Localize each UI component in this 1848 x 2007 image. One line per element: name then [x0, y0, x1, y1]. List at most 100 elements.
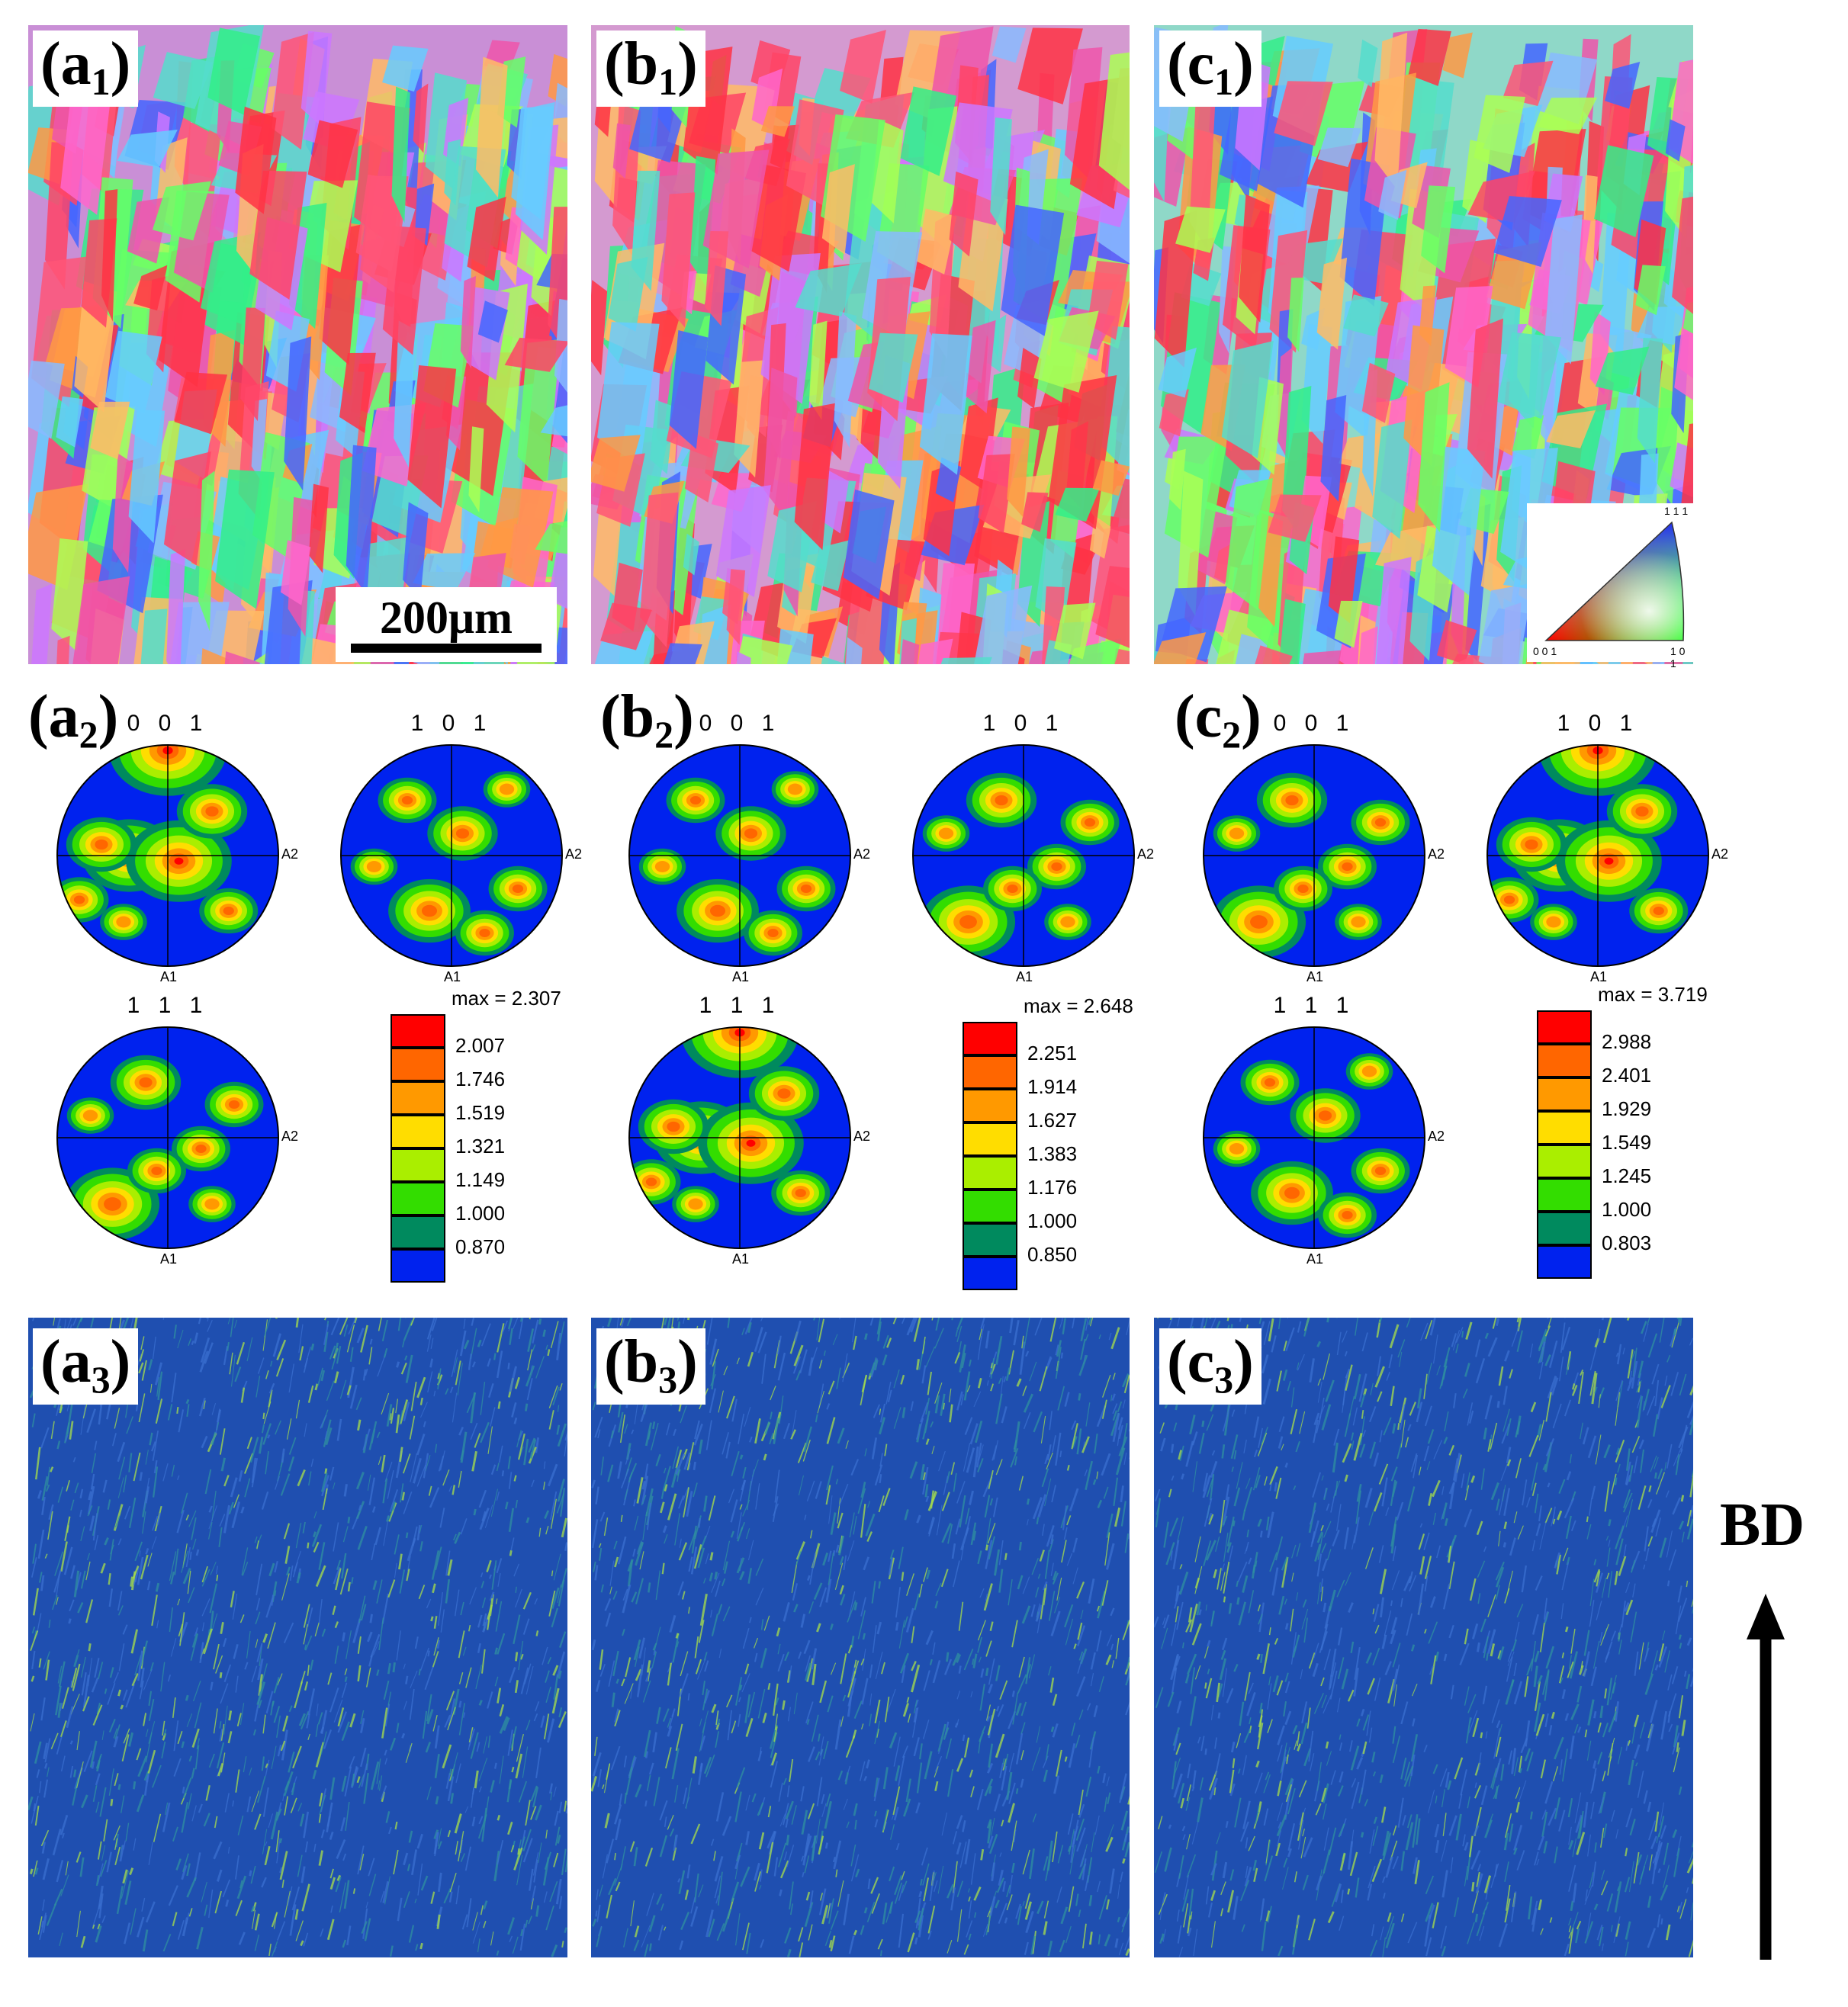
pole-figure-axis-a1: A1 [1306, 969, 1324, 984]
legend-level-value: 1.929 [1602, 1097, 1652, 1120]
pole-figure-axis-a1: A1 [444, 969, 461, 984]
pole-figure-c2-101 [1486, 744, 1709, 967]
pole-figure-axis-a2: A2 [281, 1129, 299, 1144]
pole-figure-group-label-b2: (b2) [600, 683, 694, 756]
pole-figure-a2-111 [56, 1026, 279, 1249]
legend-level-value: 1.000 [455, 1202, 506, 1225]
pole-figure-axis-a2: A2 [1428, 846, 1445, 862]
legend-swatch [1537, 1245, 1592, 1279]
pole-figure-group-label-a2: (a2) [28, 683, 119, 756]
ipf-key-triangle [1544, 521, 1685, 641]
legend-max-value: max = 3.719 [1598, 983, 1708, 1006]
ipf-map-a1-image [28, 25, 567, 664]
legend-swatch [390, 1014, 445, 1048]
ipf-key-label-111: 1 1 1 [1664, 505, 1689, 517]
legend-level-value: 0.803 [1602, 1231, 1652, 1254]
kam-map-b3 [591, 1318, 1130, 1957]
legend-level-value: 2.251 [1027, 1042, 1078, 1065]
legend-swatch [1537, 1212, 1592, 1245]
pole-figure-axis-a1: A1 [1306, 1251, 1324, 1267]
pole-figure-axis-a1: A1 [732, 1251, 750, 1267]
ipf-map-b1-label: (b1) [596, 31, 705, 107]
kam-map-b3-label: (b3) [596, 1328, 705, 1405]
kam-map-b3-tag: (b3) [604, 1328, 698, 1401]
build-direction-label: BD [1720, 1492, 1805, 1559]
pf-tag-sub: 2 [1222, 713, 1242, 756]
pole-figure-axis-a2: A2 [1428, 1129, 1445, 1144]
legend-swatch [390, 1048, 445, 1081]
legend-swatch [390, 1081, 445, 1115]
pole-figure-axis-a2: A2 [1137, 846, 1155, 862]
pf-tag-letter: b [620, 683, 655, 750]
pole-figure-axis-a2: A2 [853, 1129, 871, 1144]
pf-tag-letter: c [1194, 683, 1223, 750]
pf-tag-sub: 2 [654, 713, 674, 756]
pole-figure-b2-001 [628, 744, 851, 967]
pole-figure-101-title: 1 0 1 [982, 711, 1065, 736]
legend-swatch [1537, 1044, 1592, 1077]
legend-swatch [963, 1190, 1017, 1223]
pole-figure-111-title: 1 1 1 [1273, 993, 1355, 1018]
pole-figure-axis-a2: A2 [565, 846, 583, 862]
pole-figure-axis-a2: A2 [1711, 846, 1729, 862]
kam-map-c3 [1154, 1318, 1693, 1957]
legend-level-value: 1.000 [1027, 1209, 1078, 1232]
pole-figure-c2-001 [1203, 744, 1425, 967]
legend-swatch [963, 1055, 1017, 1089]
pole-figure-001-title: 0 0 1 [127, 711, 209, 736]
legend-swatch [390, 1148, 445, 1182]
build-direction-arrow-icon [1747, 1594, 1785, 1960]
legend-swatch [963, 1022, 1017, 1055]
kam-map-a3-tag: (a3) [40, 1328, 131, 1401]
pole-figure-axis-a1: A1 [1590, 969, 1608, 984]
legend-level-value: 1.746 [455, 1068, 506, 1090]
legend-level-value: 1.627 [1027, 1109, 1078, 1132]
pole-figure-axis-a2: A2 [281, 846, 299, 862]
pole-figure-b2-111 [628, 1026, 851, 1249]
pole-figure-001-title: 0 0 1 [1273, 711, 1355, 736]
legend-swatch [390, 1215, 445, 1249]
ipf-color-key: 1 1 1 0 0 1 1 0 1 [1527, 503, 1693, 670]
legend-swatch [963, 1223, 1017, 1257]
ipf-map-a1-label: (a1) [33, 31, 139, 107]
ipf-key-label-001: 0 0 1 [1533, 645, 1557, 657]
ipf-key-label-101: 1 0 1 [1670, 645, 1686, 670]
ipf-map-c1-tag: (c1) [1167, 31, 1254, 103]
legend-level-value: 2.988 [1602, 1030, 1652, 1053]
scale-bar-label: 200μm [380, 592, 513, 643]
pole-figure-111-title: 1 1 1 [127, 993, 209, 1018]
kam-map-a3-image [28, 1318, 567, 1957]
scale-bar: 200μm [336, 587, 557, 662]
pole-figure-group-label-c2: (c2) [1175, 683, 1261, 756]
legend-swatch [390, 1115, 445, 1148]
legend-level-value: 1.519 [455, 1101, 506, 1124]
legend-max-value: max = 2.648 [1024, 994, 1133, 1017]
pole-figure-111-title: 1 1 1 [699, 993, 781, 1018]
legend-level-value: 1.383 [1027, 1142, 1078, 1165]
legend-max-value: max = 2.307 [452, 987, 561, 1010]
pole-figure-axis-a1: A1 [732, 969, 750, 984]
legend-level-value: 2.007 [455, 1034, 506, 1057]
pf-tag-letter: a [48, 683, 79, 750]
pf-tag-sub: 2 [79, 713, 98, 756]
pole-figure-axis-a1: A1 [1016, 969, 1033, 984]
kam-map-b3-image [591, 1318, 1130, 1957]
legend-level-value: 1.000 [1602, 1198, 1652, 1221]
legend-level-value: 0.870 [455, 1235, 506, 1258]
legend-level-value: 2.401 [1602, 1064, 1652, 1087]
pole-figure-a2-001 [56, 744, 279, 967]
kam-map-c3-image [1154, 1318, 1693, 1957]
legend-swatch [963, 1156, 1017, 1190]
kam-map-c3-label: (c3) [1159, 1328, 1261, 1405]
kam-map-a3-label: (a3) [33, 1328, 139, 1405]
legend-level-value: 1.914 [1027, 1075, 1078, 1098]
pole-figure-c2-111 [1203, 1026, 1425, 1249]
ipf-map-a1 [28, 25, 567, 664]
ipf-map-b1-image [591, 25, 1130, 664]
legend-level-value: 1.245 [1602, 1164, 1652, 1187]
legend-swatch [390, 1182, 445, 1215]
legend-swatch [390, 1249, 445, 1283]
kam-map-a3 [28, 1318, 567, 1957]
legend-swatch [1537, 1178, 1592, 1212]
pole-figure-axis-a1: A1 [160, 969, 178, 984]
